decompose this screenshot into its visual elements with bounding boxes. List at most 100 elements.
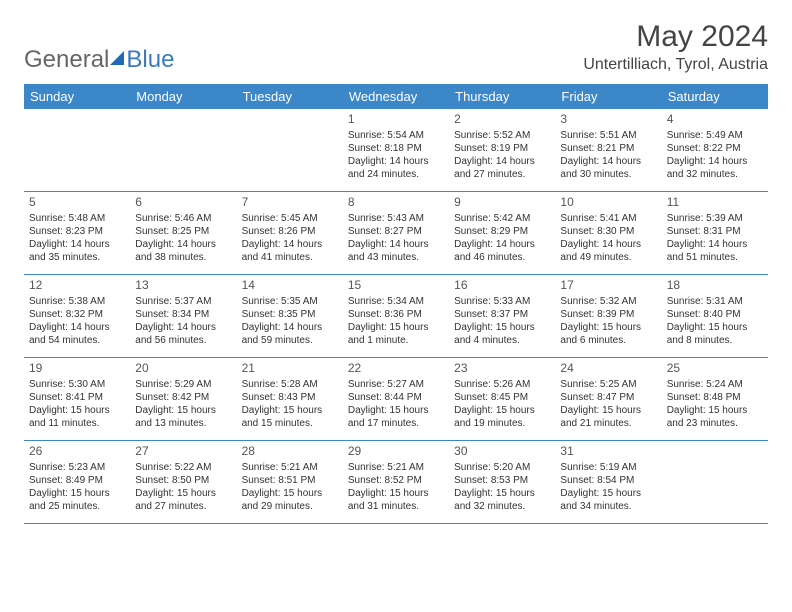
day-number: 8: [348, 195, 445, 211]
daylight-text: and 51 minutes.: [667, 251, 764, 264]
daylight-text: Daylight: 15 hours: [560, 487, 657, 500]
day-number: 6: [135, 195, 232, 211]
daylight-text: Daylight: 14 hours: [560, 155, 657, 168]
calendar-day: 9Sunrise: 5:42 AMSunset: 8:29 PMDaylight…: [449, 192, 555, 274]
daylight-text: Daylight: 15 hours: [454, 321, 551, 334]
sunrise-text: Sunrise: 5:28 AM: [242, 378, 339, 391]
daylight-text: Daylight: 14 hours: [135, 321, 232, 334]
sunrise-text: Sunrise: 5:31 AM: [667, 295, 764, 308]
daylight-text: Daylight: 15 hours: [135, 487, 232, 500]
day-number: 29: [348, 444, 445, 460]
calendar-week: 19Sunrise: 5:30 AMSunset: 8:41 PMDayligh…: [24, 358, 768, 441]
weekday-header: Wednesday: [343, 84, 449, 109]
daylight-text: and 46 minutes.: [454, 251, 551, 264]
daylight-text: Daylight: 14 hours: [667, 238, 764, 251]
brand-part2: Blue: [126, 46, 174, 74]
day-number: 14: [242, 278, 339, 294]
calendar-week: 1Sunrise: 5:54 AMSunset: 8:18 PMDaylight…: [24, 109, 768, 192]
calendar-day: 2Sunrise: 5:52 AMSunset: 8:19 PMDaylight…: [449, 109, 555, 191]
sunrise-text: Sunrise: 5:30 AM: [29, 378, 126, 391]
sunset-text: Sunset: 8:41 PM: [29, 391, 126, 404]
day-number: 22: [348, 361, 445, 377]
daylight-text: and 1 minute.: [348, 334, 445, 347]
day-number: 26: [29, 444, 126, 460]
daylight-text: Daylight: 14 hours: [454, 155, 551, 168]
sunrise-text: Sunrise: 5:49 AM: [667, 129, 764, 142]
sunset-text: Sunset: 8:52 PM: [348, 474, 445, 487]
calendar-day: 17Sunrise: 5:32 AMSunset: 8:39 PMDayligh…: [555, 275, 661, 357]
daylight-text: and 59 minutes.: [242, 334, 339, 347]
daylight-text: and 27 minutes.: [135, 500, 232, 513]
daylight-text: Daylight: 15 hours: [242, 487, 339, 500]
day-number: 12: [29, 278, 126, 294]
daylight-text: and 38 minutes.: [135, 251, 232, 264]
weekday-header: Friday: [555, 84, 661, 109]
daylight-text: Daylight: 14 hours: [135, 238, 232, 251]
calendar-day: 5Sunrise: 5:48 AMSunset: 8:23 PMDaylight…: [24, 192, 130, 274]
sunrise-text: Sunrise: 5:22 AM: [135, 461, 232, 474]
day-number: 5: [29, 195, 126, 211]
sunset-text: Sunset: 8:43 PM: [242, 391, 339, 404]
daylight-text: Daylight: 15 hours: [348, 487, 445, 500]
daylight-text: Daylight: 14 hours: [348, 238, 445, 251]
sunset-text: Sunset: 8:31 PM: [667, 225, 764, 238]
month-title: May 2024: [583, 20, 768, 54]
calendar-day: 19Sunrise: 5:30 AMSunset: 8:41 PMDayligh…: [24, 358, 130, 440]
day-number: 3: [560, 112, 657, 128]
calendar-day: 29Sunrise: 5:21 AMSunset: 8:52 PMDayligh…: [343, 441, 449, 523]
brand-part1: General: [24, 46, 109, 74]
daylight-text: and 13 minutes.: [135, 417, 232, 430]
weekday-header: Monday: [130, 84, 236, 109]
sunrise-text: Sunrise: 5:20 AM: [454, 461, 551, 474]
weekday-header: Thursday: [449, 84, 555, 109]
sunrise-text: Sunrise: 5:33 AM: [454, 295, 551, 308]
daylight-text: and 6 minutes.: [560, 334, 657, 347]
calendar-day: 7Sunrise: 5:45 AMSunset: 8:26 PMDaylight…: [237, 192, 343, 274]
day-number: 13: [135, 278, 232, 294]
daylight-text: Daylight: 14 hours: [454, 238, 551, 251]
sunset-text: Sunset: 8:36 PM: [348, 308, 445, 321]
day-number: 16: [454, 278, 551, 294]
sunrise-text: Sunrise: 5:43 AM: [348, 212, 445, 225]
sunset-text: Sunset: 8:23 PM: [29, 225, 126, 238]
day-number: 20: [135, 361, 232, 377]
daylight-text: Daylight: 15 hours: [560, 404, 657, 417]
daylight-text: and 15 minutes.: [242, 417, 339, 430]
sunset-text: Sunset: 8:54 PM: [560, 474, 657, 487]
calendar-day: 22Sunrise: 5:27 AMSunset: 8:44 PMDayligh…: [343, 358, 449, 440]
daylight-text: Daylight: 15 hours: [667, 404, 764, 417]
sunrise-text: Sunrise: 5:23 AM: [29, 461, 126, 474]
daylight-text: Daylight: 15 hours: [454, 404, 551, 417]
daylight-text: Daylight: 15 hours: [242, 404, 339, 417]
sunset-text: Sunset: 8:49 PM: [29, 474, 126, 487]
sunset-text: Sunset: 8:37 PM: [454, 308, 551, 321]
calendar-day: 13Sunrise: 5:37 AMSunset: 8:34 PMDayligh…: [130, 275, 236, 357]
sunrise-text: Sunrise: 5:29 AM: [135, 378, 232, 391]
calendar: SundayMondayTuesdayWednesdayThursdayFrid…: [24, 84, 768, 524]
calendar-day-empty: [662, 441, 768, 523]
sunset-text: Sunset: 8:21 PM: [560, 142, 657, 155]
sunrise-text: Sunrise: 5:19 AM: [560, 461, 657, 474]
calendar-day: 16Sunrise: 5:33 AMSunset: 8:37 PMDayligh…: [449, 275, 555, 357]
day-number: 27: [135, 444, 232, 460]
sunset-text: Sunset: 8:40 PM: [667, 308, 764, 321]
calendar-day: 6Sunrise: 5:46 AMSunset: 8:25 PMDaylight…: [130, 192, 236, 274]
sunset-text: Sunset: 8:29 PM: [454, 225, 551, 238]
daylight-text: and 41 minutes.: [242, 251, 339, 264]
daylight-text: and 35 minutes.: [29, 251, 126, 264]
daylight-text: and 25 minutes.: [29, 500, 126, 513]
sunrise-text: Sunrise: 5:37 AM: [135, 295, 232, 308]
sunrise-text: Sunrise: 5:39 AM: [667, 212, 764, 225]
daylight-text: and 49 minutes.: [560, 251, 657, 264]
calendar-day: 20Sunrise: 5:29 AMSunset: 8:42 PMDayligh…: [130, 358, 236, 440]
sunset-text: Sunset: 8:47 PM: [560, 391, 657, 404]
calendar-day-empty: [24, 109, 130, 191]
sunrise-text: Sunrise: 5:52 AM: [454, 129, 551, 142]
calendar-day-empty: [237, 109, 343, 191]
sunrise-text: Sunrise: 5:26 AM: [454, 378, 551, 391]
daylight-text: and 30 minutes.: [560, 168, 657, 181]
day-number: 10: [560, 195, 657, 211]
daylight-text: Daylight: 14 hours: [242, 238, 339, 251]
daylight-text: and 34 minutes.: [560, 500, 657, 513]
sunrise-text: Sunrise: 5:45 AM: [242, 212, 339, 225]
